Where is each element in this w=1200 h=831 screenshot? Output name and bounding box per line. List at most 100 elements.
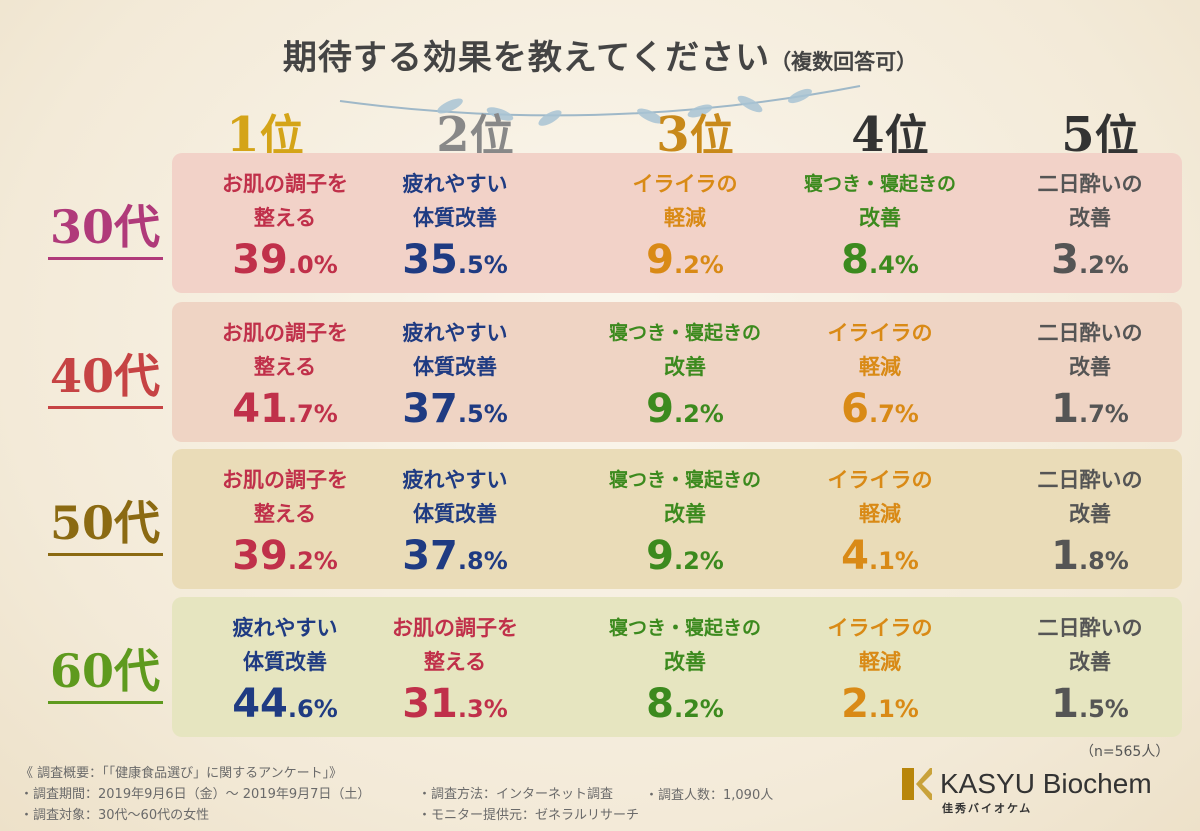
cell-60-rank-4: イライラの 軽減 2.1% — [785, 611, 975, 732]
leaf-decoration — [339, 85, 861, 126]
cell-50-rank-2: 疲れやすい 体質改善 37.8% — [360, 463, 550, 584]
percentage-integer: 39 — [232, 237, 288, 283]
cell-60-rank-2: お肌の調子を 整える 31.3% — [360, 611, 550, 732]
percentage-integer: 35 — [402, 237, 458, 283]
effect-label-line2: 改善 — [1069, 355, 1111, 379]
percentage-decimal: .5% — [457, 400, 508, 428]
age-underline — [47, 553, 163, 556]
cell-60-rank-3: 寝つき・寝起きの 改善 8.2% — [590, 611, 780, 732]
percentage-decimal: .1% — [868, 547, 919, 575]
percentage-integer: 8 — [841, 237, 869, 283]
percentage-integer: 44 — [232, 681, 288, 727]
percentage-integer: 39 — [232, 533, 288, 579]
percentage-integer: 37 — [402, 533, 458, 579]
percentage-decimal: .3% — [457, 695, 508, 723]
effect-percentage: 31.3% — [360, 681, 550, 732]
effect-percentage: 9.2% — [590, 533, 780, 584]
effect-label-line2: 体質改善 — [413, 502, 497, 526]
age-underline — [47, 406, 163, 409]
effect-percentage: 44.6% — [190, 681, 380, 732]
survey-notes-left: 《 調査概要：「「健康食品選び」に関するアンケート」》 ・調査期間：2019年9… — [20, 763, 370, 826]
effect-label-line2: 改善 — [1069, 650, 1111, 674]
age-row-50 — [172, 449, 1182, 589]
brand-name: KASYU Biochem — [940, 768, 1152, 799]
effect-label-line1: お肌の調子を — [222, 468, 348, 492]
age-label-50: 50代 — [40, 487, 170, 556]
title-sub: （複数回答可） — [770, 49, 918, 74]
effect-label-line1: 二日酔いの — [1037, 321, 1143, 345]
effect-label-line2: 軽減 — [859, 355, 901, 379]
age-label-40: 40代 — [40, 340, 170, 409]
percentage-integer: 3 — [1051, 237, 1079, 283]
survey-count: ・調査人数：1,090人 — [645, 788, 774, 803]
effect-percentage: 1.7% — [995, 386, 1185, 437]
effect-label-line2: 整える — [253, 502, 317, 526]
cell-30-rank-4: 寝つき・寝起きの 改善 8.4% — [785, 167, 975, 288]
age-number: 60 — [49, 644, 114, 698]
effect-percentage: 8.4% — [785, 237, 975, 288]
percentage-decimal: .2% — [673, 695, 724, 723]
percentage-decimal: .8% — [457, 547, 508, 575]
age-row-30 — [172, 153, 1182, 293]
percentage-decimal: .5% — [457, 251, 508, 279]
cell-40-rank-5: 二日酔いの改善 1.7% — [995, 316, 1185, 437]
percentage-integer: 1 — [1051, 386, 1079, 432]
cell-30-rank-1: お肌の調子を 整える 39.0% — [190, 167, 380, 288]
effect-label-line2: 改善 — [664, 650, 706, 674]
effect-label-line1: 寝つき・寝起きの — [608, 469, 761, 491]
effect-label-line1: 疲れやすい — [402, 172, 508, 196]
effect-label-line1: イライラの — [632, 172, 738, 196]
age-suffix: 代 — [114, 349, 160, 403]
percentage-integer: 8 — [646, 681, 674, 727]
effect-percentage: 4.1% — [785, 533, 975, 584]
percentage-decimal: .5% — [1078, 695, 1129, 723]
age-underline — [47, 257, 163, 260]
survey-target: ・調査対象：30代～60代の女性 — [20, 808, 210, 823]
brand-mark-icon — [902, 768, 932, 800]
effect-percentage: 9.2% — [590, 386, 780, 437]
age-row-40 — [172, 302, 1182, 442]
percentage-decimal: .7% — [868, 400, 919, 428]
percentage-decimal: .2% — [1078, 251, 1129, 279]
percentage-integer: 6 — [841, 386, 869, 432]
percentage-decimal: .2% — [673, 547, 724, 575]
effect-label-line2: 軽減 — [859, 502, 901, 526]
cell-50-rank-5: 二日酔いの 改善 1.8% — [995, 463, 1185, 584]
effect-percentage: 37.8% — [360, 533, 550, 584]
cell-40-rank-4: イライラの軽減 6.7% — [785, 316, 975, 437]
cell-50-rank-4: イライラの 軽減 4.1% — [785, 463, 975, 584]
effect-label-line2: 整える — [253, 355, 317, 379]
brand-kana: 佳秀バイオケム — [942, 802, 1033, 815]
survey-heading: 《 調査概要：「「健康食品選び」に関するアンケート」》 — [20, 766, 343, 781]
survey-monitor: ・モニター提供元：ゼネラルリサーチ — [418, 808, 640, 823]
survey-notes-right: ・調査方法：インターネット調査 ・モニター提供元：ゼネラルリサーチ — [418, 784, 639, 826]
percentage-integer: 2 — [841, 681, 869, 727]
effect-percentage: 9.2% — [590, 237, 780, 288]
effect-label-line2: 体質改善 — [243, 650, 327, 674]
effect-percentage: 37.5% — [360, 386, 550, 437]
percentage-integer: 1 — [1051, 533, 1079, 579]
percentage-integer: 4 — [841, 533, 869, 579]
effect-label-line2: 整える — [253, 206, 317, 230]
effect-label-line1: 寝つき・寝起きの — [803, 173, 956, 195]
cell-50-rank-1: お肌の調子を 整える 39.2% — [190, 463, 380, 584]
effect-label-line1: 寝つき・寝起きの — [608, 322, 761, 344]
chart-title: 期待する効果を教えてください（複数回答可） — [0, 30, 1200, 79]
effect-label-line1: イライラの — [827, 616, 933, 640]
effect-percentage: 1.5% — [995, 681, 1185, 732]
effect-percentage: 8.2% — [590, 681, 780, 732]
effect-label-line1: 二日酔いの — [1037, 616, 1143, 640]
percentage-integer: 37 — [402, 386, 458, 432]
percentage-decimal: .7% — [1078, 400, 1129, 428]
survey-method: ・調査方法：インターネット調査 — [418, 787, 614, 802]
title-main: 期待する効果を教えてください — [282, 38, 771, 78]
percentage-decimal: .6% — [287, 695, 338, 723]
percentage-decimal: .0% — [287, 251, 338, 279]
age-suffix: 代 — [114, 200, 160, 254]
effect-label-line1: お肌の調子を — [392, 616, 518, 640]
effect-label-line1: イライラの — [827, 321, 933, 345]
effect-label-line1: 寝つき・寝起きの — [608, 617, 761, 639]
age-number: 30 — [49, 200, 114, 254]
effect-label-line1: お肌の調子を — [222, 321, 348, 345]
effect-label-line1: 二日酔いの — [1037, 468, 1143, 492]
